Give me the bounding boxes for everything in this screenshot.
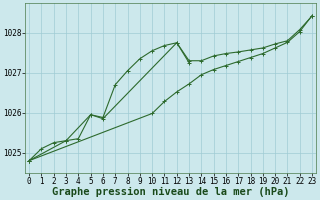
X-axis label: Graphe pression niveau de la mer (hPa): Graphe pression niveau de la mer (hPa) bbox=[52, 187, 289, 197]
